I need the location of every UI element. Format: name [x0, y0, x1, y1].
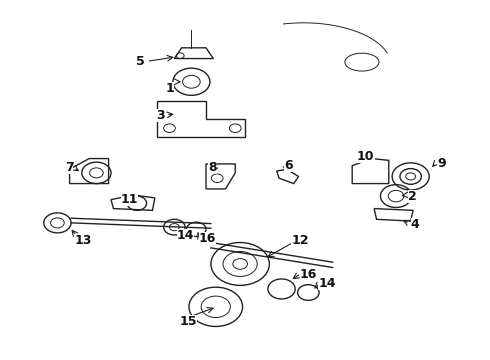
Text: 16: 16	[199, 233, 216, 246]
Text: 1: 1	[166, 82, 174, 95]
Text: 9: 9	[438, 157, 446, 170]
Text: 16: 16	[299, 268, 317, 281]
Text: 7: 7	[65, 161, 74, 174]
Text: 3: 3	[156, 109, 165, 122]
Text: 2: 2	[408, 190, 417, 203]
Text: 11: 11	[121, 193, 138, 206]
Text: 6: 6	[284, 159, 293, 172]
Text: 10: 10	[357, 150, 374, 163]
Text: 15: 15	[179, 315, 196, 328]
Text: 8: 8	[208, 161, 217, 174]
Text: 14: 14	[318, 277, 336, 290]
Text: 4: 4	[411, 218, 419, 231]
Text: 14: 14	[177, 229, 195, 242]
Text: 5: 5	[136, 55, 145, 68]
Text: 12: 12	[291, 234, 309, 247]
Text: 13: 13	[74, 234, 92, 247]
